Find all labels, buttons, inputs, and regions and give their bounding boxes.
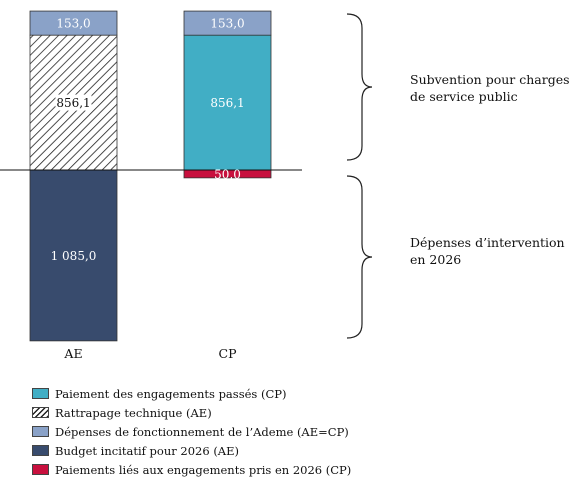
legend-item: Paiements liés aux engagements pris en 2… bbox=[32, 460, 351, 479]
lower-annotation-line-1: Dépenses d’intervention bbox=[410, 235, 565, 250]
data-label: 50,0 bbox=[214, 167, 241, 181]
legend-label: Paiements liés aux engagements pris en 2… bbox=[55, 462, 352, 477]
data-label: 856,1 bbox=[56, 96, 90, 110]
legend-item: Rattrapage technique (AE) bbox=[32, 403, 351, 422]
bar-segment-cp-4 bbox=[183, 10, 272, 36]
data-label: 153,0 bbox=[210, 17, 244, 31]
data-label: 1 085,0 bbox=[51, 249, 97, 263]
legend-label: Dépenses de fonctionnement de l’Ademe (A… bbox=[55, 424, 349, 439]
legend-item: Dépenses de fonctionnement de l’Ademe (A… bbox=[32, 422, 351, 441]
data-label: 856,1 bbox=[210, 96, 244, 110]
legend-swatch bbox=[32, 407, 49, 418]
category-label-ae: AE bbox=[63, 346, 82, 361]
bar-segment-ae-1 bbox=[29, 10, 118, 36]
legend-label: Rattrapage technique (AE) bbox=[55, 405, 212, 420]
legend-label: Budget incitatif pour 2026 (AE) bbox=[55, 443, 239, 458]
legend-swatch bbox=[32, 388, 49, 399]
upper-annotation-line-2: de service public bbox=[410, 89, 518, 104]
legend-swatch bbox=[32, 445, 49, 456]
upper-annotation-line-1: Subvention pour charges bbox=[410, 72, 570, 87]
brackets-layer bbox=[346, 13, 373, 339]
stacked-bar-chart: Subvention pour charges de service publi… bbox=[0, 10, 570, 361]
labels-layer: 856,1 153,0 1 085,0 856,1 153,0 50,0 bbox=[51, 17, 245, 263]
upper-annotation: Subvention pour charges de service publi… bbox=[410, 72, 570, 104]
legend-item: Paiement des engagements passés (CP) bbox=[32, 384, 351, 403]
data-label-background bbox=[55, 94, 92, 111]
lower-annotation: Dépenses d’intervention en 2026 bbox=[410, 235, 565, 267]
legend: Paiement des engagements passés (CP) Rat… bbox=[32, 384, 351, 479]
legend-swatch bbox=[32, 464, 49, 475]
category-label-cp: CP bbox=[219, 346, 237, 361]
upper-bracket bbox=[346, 13, 373, 161]
legend-swatch bbox=[32, 426, 49, 437]
data-label: 153,0 bbox=[56, 17, 90, 31]
legend-item: Budget incitatif pour 2026 (AE) bbox=[32, 441, 351, 460]
bar-segment-cp-3 bbox=[183, 34, 272, 171]
legend-label: Paiement des engagements passés (CP) bbox=[55, 386, 287, 401]
category-labels: AE CP bbox=[63, 346, 236, 361]
lower-bracket bbox=[346, 175, 373, 339]
lower-annotation-line-2: en 2026 bbox=[410, 252, 461, 267]
